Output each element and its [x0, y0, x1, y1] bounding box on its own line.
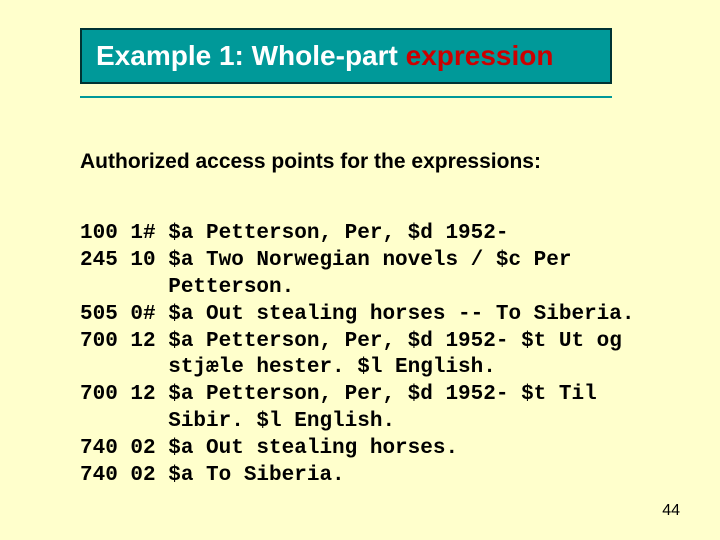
- title-box: Example 1: Whole-part expression: [80, 28, 612, 84]
- title-plain: Example 1: Whole-part: [96, 40, 406, 71]
- title-underline: [80, 96, 612, 98]
- marc-record-block: 100 1# $a Petterson, Per, $d 1952- 245 1…: [80, 221, 635, 490]
- subtitle: Authorized access points for the express…: [80, 150, 541, 174]
- slide: Example 1: Whole-part expression Authori…: [0, 0, 720, 540]
- slide-number: 44: [662, 502, 680, 520]
- title-emphasis: expression: [406, 40, 554, 71]
- slide-title: Example 1: Whole-part expression: [96, 40, 553, 71]
